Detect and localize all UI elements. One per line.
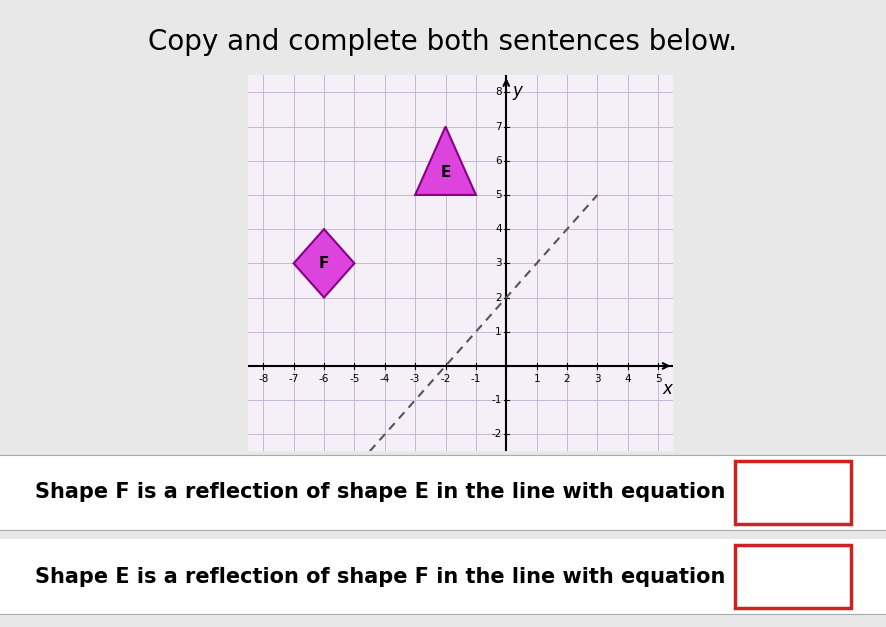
Text: -4: -4 [379, 374, 390, 384]
Text: -1: -1 [470, 374, 481, 384]
Text: 3: 3 [595, 374, 601, 384]
Text: E: E [440, 165, 451, 180]
Polygon shape [293, 229, 354, 298]
Text: F: F [319, 256, 330, 271]
Text: Shape F is a reflection of shape E in the line with equation: Shape F is a reflection of shape E in th… [35, 482, 726, 502]
Text: -2: -2 [492, 429, 501, 440]
Text: 8: 8 [495, 87, 501, 97]
Text: -3: -3 [410, 374, 420, 384]
Text: -1: -1 [492, 395, 501, 405]
Text: 4: 4 [625, 374, 631, 384]
Text: y: y [512, 82, 522, 100]
Text: 2: 2 [495, 293, 501, 303]
Text: 1: 1 [495, 327, 501, 337]
Text: 5: 5 [495, 190, 501, 200]
Text: 5: 5 [655, 374, 662, 384]
Text: 4: 4 [495, 224, 501, 234]
Text: -2: -2 [440, 374, 451, 384]
Text: 2: 2 [563, 374, 571, 384]
Text: -7: -7 [289, 374, 299, 384]
Text: 3: 3 [495, 258, 501, 268]
Text: x: x [663, 379, 672, 398]
Text: 6: 6 [495, 155, 501, 166]
Text: Copy and complete both sentences below.: Copy and complete both sentences below. [149, 28, 737, 56]
Text: 7: 7 [495, 122, 501, 132]
Text: 1: 1 [533, 374, 540, 384]
Text: -8: -8 [258, 374, 268, 384]
Text: Shape E is a reflection of shape F in the line with equation: Shape E is a reflection of shape F in th… [35, 567, 726, 587]
Text: -6: -6 [319, 374, 330, 384]
Text: -5: -5 [349, 374, 360, 384]
Polygon shape [416, 127, 476, 195]
